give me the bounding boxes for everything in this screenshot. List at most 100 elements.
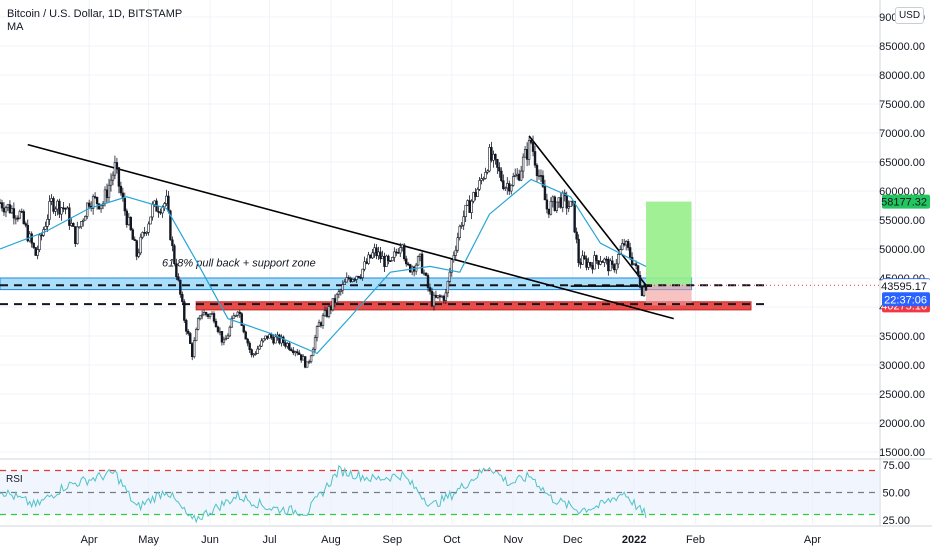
candle-body <box>337 291 341 295</box>
candle-body <box>171 239 174 247</box>
candle-body <box>494 153 497 160</box>
candle-body <box>58 200 61 215</box>
candle-body <box>151 204 154 218</box>
candle-body <box>587 262 590 268</box>
candle-body <box>129 216 132 231</box>
candle-body <box>573 200 576 233</box>
candle-body <box>401 244 404 248</box>
candle-body <box>436 295 440 298</box>
candle-body <box>341 284 345 291</box>
candle-body <box>107 184 111 198</box>
candle-body <box>244 331 247 340</box>
x-tick-label: Aug <box>321 534 341 546</box>
candle-body <box>500 170 503 181</box>
candle-body <box>66 207 69 210</box>
x-tick-label: Jun <box>201 534 219 546</box>
candle-body <box>127 216 131 226</box>
candle-body <box>159 211 162 214</box>
candle-body <box>0 202 2 204</box>
price-tag <box>882 279 930 294</box>
candle-body <box>454 249 457 256</box>
candle-body <box>175 263 178 278</box>
candle-body <box>630 256 634 265</box>
candle-body <box>626 241 630 248</box>
candle-body <box>595 255 598 261</box>
candle-body <box>260 340 263 347</box>
candle-body <box>327 306 331 317</box>
candle-body <box>216 326 220 332</box>
candle-body <box>226 335 230 339</box>
y-tick-label: 80000.00 <box>879 70 925 82</box>
candle-body <box>228 326 232 337</box>
candle-body <box>157 211 160 213</box>
candle-body <box>82 219 85 222</box>
candle-body <box>607 258 610 272</box>
candle-body <box>504 187 507 190</box>
candle-body <box>218 331 222 333</box>
candle-body <box>16 217 20 220</box>
candle-body <box>444 292 448 301</box>
candle-body <box>418 253 422 257</box>
candle-body <box>416 256 420 266</box>
candle-body <box>153 200 156 205</box>
currency-button[interactable]: USD <box>895 7 924 24</box>
candle-body <box>407 263 410 266</box>
grid <box>0 0 932 527</box>
candle-body <box>270 334 273 338</box>
rsi-tick-label: 25.00 <box>882 515 910 527</box>
candle-body <box>424 272 428 276</box>
candle-body <box>569 200 572 208</box>
candle-body <box>147 223 150 233</box>
candle-body <box>268 334 271 339</box>
candle-body <box>512 176 515 186</box>
candle-body <box>99 205 103 210</box>
candle-body <box>543 186 547 201</box>
candle-body <box>76 226 79 245</box>
chart-title: Bitcoin / U.S. Dollar, 1D, BITSTAMP <box>7 8 183 20</box>
candle-body <box>517 173 521 181</box>
candle-body <box>299 354 303 361</box>
candle-body <box>555 201 559 211</box>
candle-body <box>581 255 584 265</box>
candle-body <box>141 232 144 238</box>
candle-body <box>470 200 473 213</box>
candle-body <box>642 286 646 296</box>
candle-body <box>149 216 152 225</box>
candle-body <box>288 343 291 350</box>
candle-body <box>187 330 190 334</box>
candle-body <box>68 207 71 226</box>
candle-body <box>365 261 368 264</box>
candle-body <box>18 211 22 219</box>
rsi-pane: RSI <box>0 464 880 524</box>
candle-body <box>84 216 87 221</box>
candle-body <box>567 206 570 209</box>
candle-body <box>204 312 208 315</box>
candle-body <box>508 183 511 192</box>
rsi-tick-label: 75.00 <box>882 460 910 472</box>
candle-body <box>379 251 382 260</box>
candle-body <box>242 325 245 333</box>
candle-body <box>377 251 380 257</box>
candle-body <box>163 203 166 208</box>
candle-body <box>317 322 321 327</box>
candle-body <box>91 196 95 209</box>
candle-body <box>621 243 624 250</box>
candle-body <box>331 298 335 311</box>
candle-body <box>634 263 638 266</box>
candle-body <box>515 173 519 176</box>
candle-body <box>369 254 372 259</box>
y-tick-label: 20000.00 <box>879 418 925 430</box>
candle-body <box>206 314 210 317</box>
candle-body <box>397 252 400 254</box>
candle-body <box>559 197 562 208</box>
candle-body <box>460 224 463 227</box>
candle-body <box>613 264 616 271</box>
candle-body <box>622 243 626 246</box>
candle-body <box>74 226 77 245</box>
candle-body <box>181 294 184 302</box>
candle-body <box>363 261 366 270</box>
candle-body <box>60 207 63 215</box>
candle-body <box>605 258 608 261</box>
candle-body <box>521 156 525 172</box>
